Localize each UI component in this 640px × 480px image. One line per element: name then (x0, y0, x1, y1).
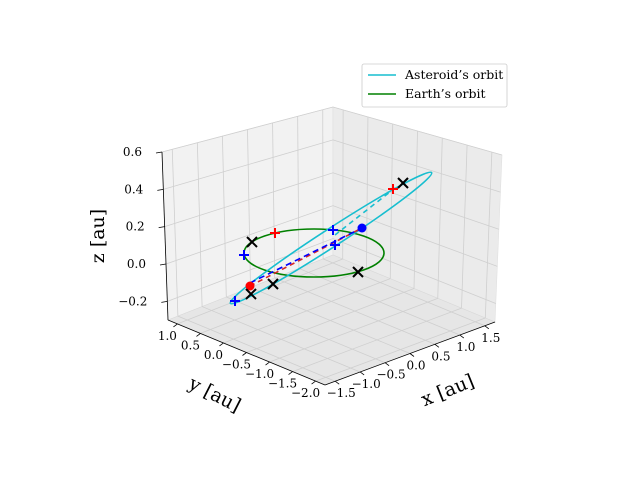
legend-box (361, 63, 508, 108)
y-tick-label: −2.0 (291, 386, 320, 400)
y-tick-label: −1.5 (268, 377, 297, 391)
red-dashed-line (249, 227, 363, 287)
legend-asteroid-label: Asteroid’s orbit (404, 67, 503, 82)
x-gridline-wall (196, 142, 203, 307)
z-tick-mark (161, 300, 168, 303)
y-gridline-floor (200, 268, 367, 334)
x-tick-label: −0.5 (376, 368, 405, 382)
red-plus-marker (270, 228, 280, 238)
blue-dot (357, 223, 367, 233)
z-tick-label: −0.2 (118, 294, 147, 308)
y-tick-mark (219, 342, 224, 347)
x-tick-mark (434, 343, 440, 348)
black-cross-marker (245, 288, 257, 300)
x-tick-mark (484, 325, 490, 330)
x-tick-mark (334, 380, 340, 385)
black-cross-marker (267, 278, 279, 290)
z-tick-mark (155, 151, 163, 154)
y-tick-label: 0.5 (181, 338, 200, 352)
red-dot (245, 281, 255, 291)
y-gridline-wall (366, 116, 369, 269)
y-tick-mark (288, 371, 293, 375)
y-axis-line (167, 319, 326, 386)
y-gridline-floor (292, 307, 462, 372)
z-gridline (163, 139, 501, 193)
y-tick-label: −1.0 (245, 367, 274, 381)
z-tick-label: 0.0 (127, 257, 146, 271)
blue-plus-marker (328, 225, 338, 235)
x-axis-label: x [au] (418, 370, 477, 411)
x-tick-label: −1.5 (327, 386, 356, 400)
z-tick-mark (157, 188, 164, 191)
x-tick-mark (384, 362, 390, 367)
red-plus-marker (388, 184, 398, 194)
y-gridline-wall (389, 123, 394, 279)
x-tick-label: 1.0 (456, 340, 475, 354)
axis-lines (155, 151, 496, 386)
y-axis-label: y [au] (184, 372, 244, 417)
z-gridline (165, 205, 498, 267)
legend-earth-label: Earth’s orbit (405, 86, 486, 101)
z-tick-mark (159, 263, 167, 266)
z-axis-label: z [au] (87, 209, 109, 263)
x-tick-label: −1.0 (352, 377, 381, 391)
x-tick-mark (359, 371, 365, 376)
black-cross-marker (352, 266, 364, 278)
asteroid-dashed-segment (334, 187, 396, 236)
y-gridline-floor (223, 278, 391, 344)
z-gridline (161, 106, 503, 156)
y-gridline-floor (246, 288, 415, 353)
x-axis-line (324, 321, 496, 386)
x-tick-label: 0.5 (431, 349, 450, 363)
x-tick-mark (409, 353, 415, 357)
blue-plus-marker (239, 250, 249, 260)
y-tick-label: 0.0 (204, 348, 223, 362)
y-tick-mark (196, 333, 201, 337)
x-gridline-wall (272, 122, 276, 278)
y-tick-mark (242, 352, 247, 356)
x-gridline-wall (247, 129, 251, 288)
y-gridline-floor (269, 297, 438, 363)
x-tick-label: 1.5 (481, 331, 500, 345)
y-gridline-wall (484, 152, 493, 318)
y-gridline-wall (437, 138, 443, 299)
x-gridline-wall (171, 149, 179, 317)
blue-dashed-line (249, 227, 363, 284)
y-tick-mark (265, 361, 270, 366)
legend: Asteroid’s orbit Earth’s orbit (361, 63, 508, 108)
black-cross-marker (246, 236, 258, 248)
z-tick-mark (158, 226, 165, 229)
x-tick-mark (459, 334, 465, 339)
black-cross-marker (397, 177, 409, 189)
z-gridline (164, 172, 500, 230)
x-tick-label: 0.0 (406, 359, 425, 373)
markers (230, 177, 409, 306)
z-tick-label: 0.4 (124, 182, 143, 196)
y-tick-label: −0.5 (222, 358, 251, 372)
y-tick-mark (173, 323, 178, 328)
x-gridline-wall (222, 136, 227, 298)
z-tick-label: 0.6 (123, 145, 142, 159)
grid-lines (161, 106, 503, 382)
tick-labels: −1.5−1.0−0.50.00.51.01.51.00.50.0−0.5−1.… (118, 145, 500, 400)
y-gridline-floor (315, 317, 486, 382)
y-gridline-wall (461, 145, 468, 309)
z-axis-line (161, 151, 169, 321)
y-tick-mark (311, 380, 316, 385)
blue-plus-marker (330, 240, 340, 250)
z-tick-label: 0.2 (126, 220, 145, 234)
z-gridline (167, 238, 496, 304)
x-gridline-wall (297, 116, 300, 269)
y-tick-label: 1.0 (158, 329, 177, 343)
y-gridline-wall (413, 130, 418, 289)
blue-plus-marker (230, 296, 240, 306)
